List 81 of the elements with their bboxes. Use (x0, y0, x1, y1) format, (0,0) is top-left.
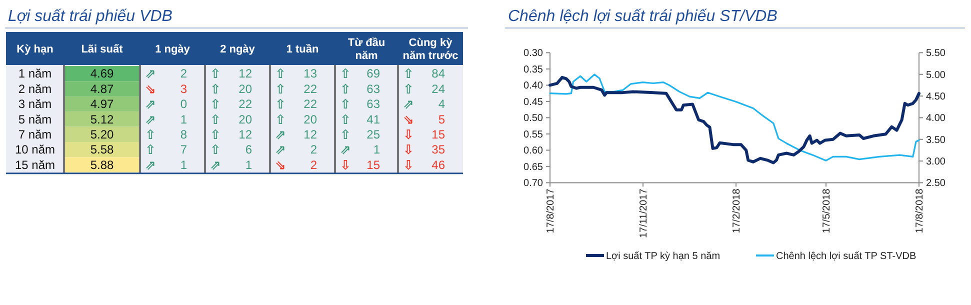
category-label: 5 năm (18, 112, 52, 126)
y-tick-label: 0.30 (524, 48, 544, 60)
text: ⇗ 2 (275, 142, 317, 158)
text: ⇗ 2 (145, 66, 187, 82)
text: ⇧ 22 (275, 82, 317, 98)
y-tick-label: 0.55 (524, 129, 544, 140)
y-tick-label: 0.60 (524, 146, 544, 157)
text: ⇩ 15 (340, 158, 380, 174)
text: ⇧ 41 (340, 112, 380, 128)
text: ⇗ 1 (145, 112, 187, 128)
text: ⇘ 3 (145, 82, 187, 98)
text: ⇗ 0 (145, 97, 187, 113)
text: 4.87 (90, 82, 114, 96)
text: ⇧ 12 (210, 66, 252, 82)
y-tick-label: 0.40 (524, 80, 544, 92)
text: ⇧ 20 (275, 112, 317, 128)
text: 4.97 (90, 97, 114, 112)
text: 5.12 (90, 112, 114, 126)
category-label: 1 tuần (286, 44, 319, 56)
category-label: Cùng kỳ năm trước (402, 37, 458, 62)
text: ⇧ 6 (210, 142, 252, 158)
text: ⇧ 63 (340, 97, 380, 113)
text: ⇧ 20 (210, 112, 252, 128)
category-label: 7 năm (18, 128, 52, 142)
y-tick-label: 0.50 (524, 113, 544, 124)
category-label: 3 năm (18, 97, 52, 112)
y2-tick-label: 5.00 (926, 70, 946, 81)
text: ⇧ 20 (210, 82, 252, 98)
text: ⇧ 25 (340, 128, 380, 143)
text: ⇧ 84 (403, 66, 445, 82)
x-tick-label: 17/8/2018 (914, 188, 926, 234)
category-label: 1 năm (18, 66, 52, 81)
text: 4.69 (90, 66, 114, 81)
y-tick-label: 0.35 (524, 64, 544, 76)
text: ⇧ 12 (210, 128, 252, 143)
y2-tick-label: 5.50 (926, 48, 946, 60)
x-tick-label: 17/5/2018 (821, 188, 832, 234)
category-label: 15 năm (14, 158, 56, 172)
text: 5.58 (90, 142, 114, 157)
text: ⇘ 2 (275, 158, 317, 174)
text: ⇧ 63 (340, 82, 380, 98)
y-tick-label: 0.70 (524, 178, 544, 190)
y2-tick-label: 4.50 (926, 92, 946, 103)
text: ⇩ 35 (403, 142, 445, 158)
legend-label: Chênh lệch lợi suất TP ST-VDB (776, 251, 916, 262)
x-tick-label: 17/2/2018 (732, 188, 743, 234)
chart-title: Chênh lệch lợi suất trái phiếu ST/VDB (508, 8, 778, 25)
category-label: 1 ngày (155, 44, 191, 56)
category-label: 2 năm (18, 82, 52, 96)
text: Lợi suất trái phiếu VDB (8, 8, 173, 25)
y2-tick-label: 3.00 (926, 156, 946, 168)
category-label: 10 năm (14, 142, 56, 157)
y2-tick-label: 4.00 (926, 113, 946, 124)
text: ⇗ 1 (145, 158, 187, 174)
text: 5.88 (90, 158, 114, 172)
y2-tick-label: 3.50 (926, 134, 946, 146)
text: ⇧ 13 (275, 66, 317, 82)
text: Kỳ hạn (16, 44, 54, 56)
text: ⇗ 1 (340, 142, 380, 158)
text: ⇧ 24 (403, 82, 445, 98)
legend-label: Lợi suất TP kỳ hạn 5 năm (606, 251, 720, 262)
category-label: 2 ngày (220, 44, 256, 56)
category-label: Lãi suất (81, 44, 124, 56)
text: ⇘ 5 (403, 112, 445, 128)
text: ⇗ 1 (210, 158, 252, 174)
text: ⇧ 22 (210, 97, 252, 113)
y-tick-label: 0.45 (524, 96, 544, 108)
text: 5.20 (90, 128, 114, 142)
text: ⇗ 12 (275, 128, 317, 143)
text: ⇗ 4 (403, 97, 445, 113)
text: ⇧ 69 (340, 66, 380, 82)
y2-tick-label: 2.50 (926, 178, 946, 190)
category-label: Từ đầu năm (348, 37, 386, 62)
text: ⇩ 15 (403, 128, 445, 143)
text: ⇩ 46 (403, 158, 445, 174)
x-tick-label: 17/11/2017 (638, 188, 650, 238)
text: ⇧ 22 (275, 97, 317, 113)
y-tick-label: 0.65 (524, 162, 544, 173)
x-tick-label: 17/8/2017 (546, 188, 556, 234)
text: ⇧ 8 (145, 128, 187, 143)
text: ⇧ 7 (145, 142, 187, 158)
